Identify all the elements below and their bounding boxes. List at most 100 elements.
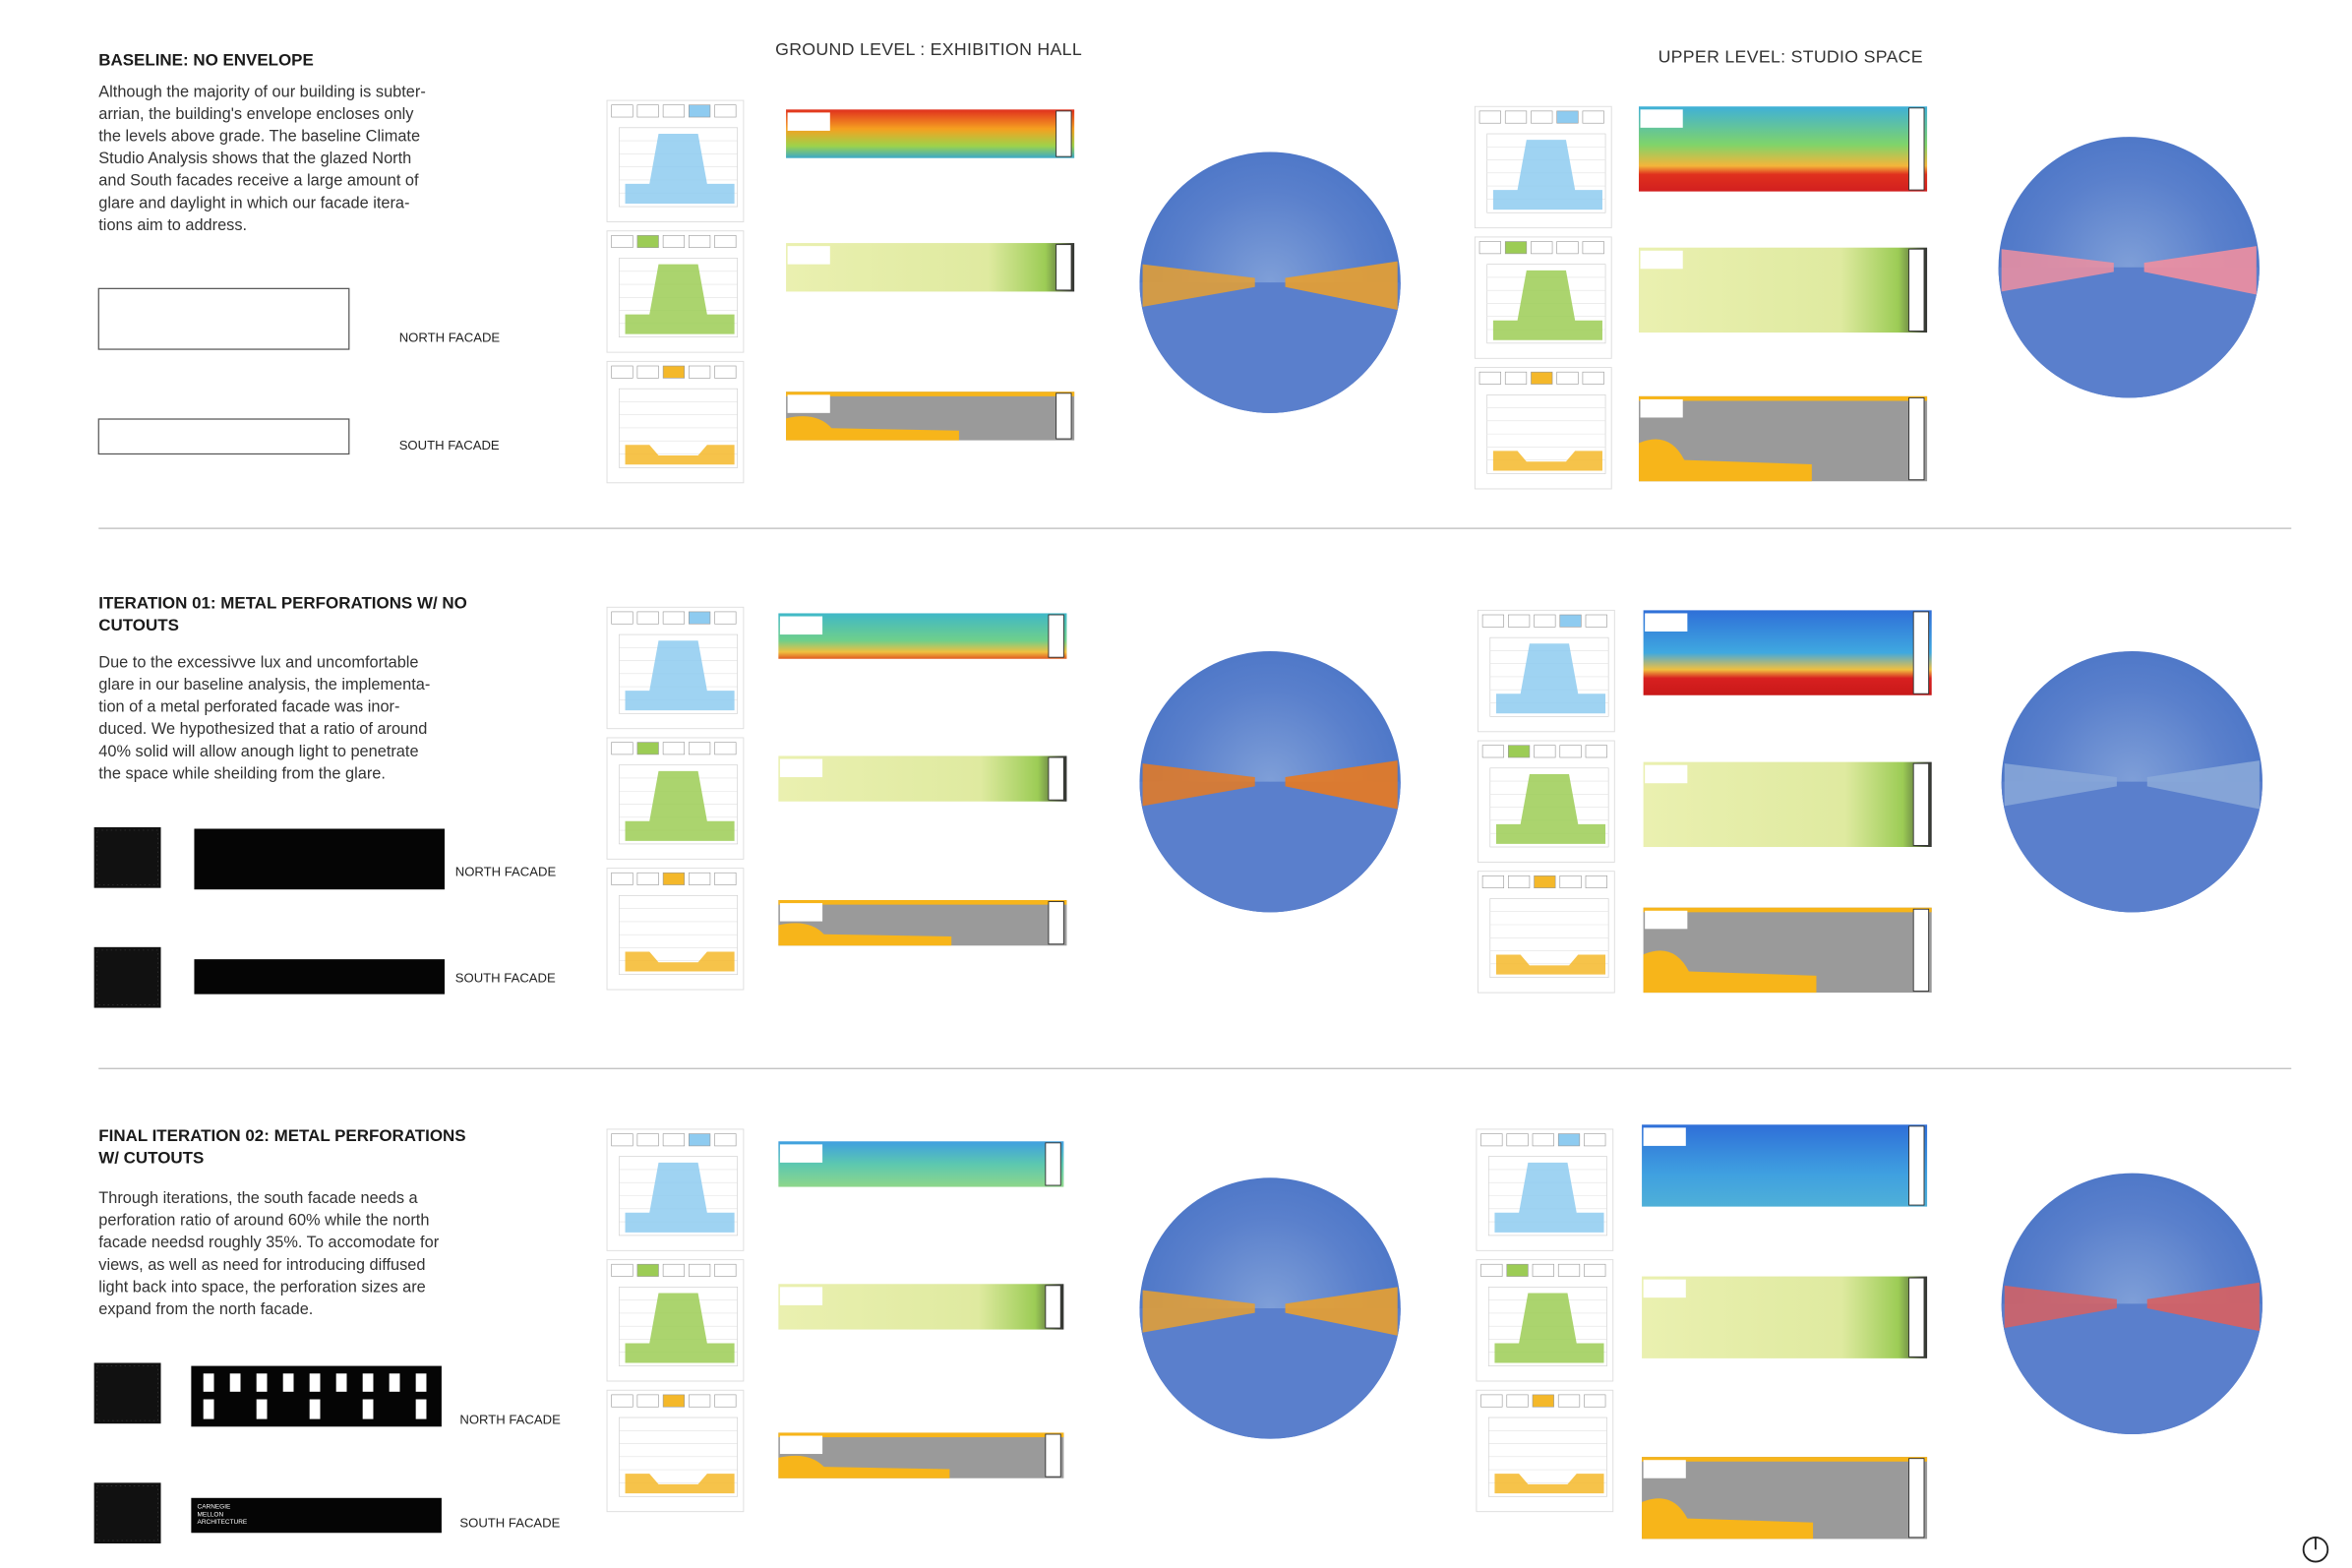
panel-button xyxy=(662,104,686,118)
plot-area xyxy=(1494,1162,1604,1233)
panel-button xyxy=(1504,110,1528,124)
heatmap-scale xyxy=(1045,1285,1061,1329)
heatmap-scale xyxy=(1908,248,1925,332)
perforation-swatch-dots xyxy=(96,949,158,1005)
panel-button xyxy=(1582,241,1604,255)
panel-button xyxy=(1584,1133,1606,1147)
section-body: views, as well as need for introducing d… xyxy=(98,1256,425,1274)
panel-button xyxy=(1532,1263,1554,1277)
section-body: facade needsd roughly 35%. To accomodate… xyxy=(98,1234,439,1251)
panel-button xyxy=(1508,614,1531,628)
panel-button xyxy=(714,872,737,885)
panel-button xyxy=(611,742,633,755)
fisheye-band xyxy=(2146,1282,2260,1332)
panel-button xyxy=(636,872,659,885)
heatmap-legend xyxy=(1640,109,1683,128)
plot-area xyxy=(1494,1293,1604,1363)
plot-frame xyxy=(619,388,739,468)
panel-button xyxy=(662,235,686,249)
panel-button xyxy=(1481,875,1505,888)
heatmap xyxy=(1643,761,1932,848)
panel-button xyxy=(662,1133,686,1147)
section-body: glare and daylight in which our facade i… xyxy=(98,194,409,211)
facade-cutout xyxy=(229,1373,241,1392)
section-body: light back into space, the perforation s… xyxy=(98,1278,426,1296)
panel-button xyxy=(1585,875,1607,888)
plot-area xyxy=(1495,954,1606,975)
fisheye-band xyxy=(2004,1285,2117,1329)
fisheye-band xyxy=(1285,1287,1398,1336)
facade-elevation xyxy=(194,959,445,995)
heatmap-scale xyxy=(1912,611,1930,694)
panel-button xyxy=(1559,875,1582,888)
panel-button xyxy=(714,1133,737,1147)
section-body: duced. We hypothesized that a ratio of a… xyxy=(98,720,427,738)
heatmap xyxy=(1638,106,1928,192)
fisheye-band xyxy=(1285,760,1398,810)
heatmap-legend xyxy=(779,1287,823,1305)
facade-label: SOUTH FACADE xyxy=(399,438,500,452)
panel-button xyxy=(636,1133,659,1147)
heatmap xyxy=(778,755,1067,802)
panel-button xyxy=(1481,745,1505,758)
facade-cutout xyxy=(389,1373,400,1392)
panel-button xyxy=(1478,371,1501,385)
panel-button xyxy=(611,872,633,885)
heatmap-patch xyxy=(1642,1498,1814,1539)
panel-button xyxy=(1559,745,1582,758)
fisheye-band xyxy=(1142,1290,1255,1333)
heatmap xyxy=(778,1141,1064,1187)
panel-button xyxy=(662,742,686,755)
logo-text: MELLON xyxy=(198,1511,224,1518)
plot-area xyxy=(625,1474,735,1494)
heatmap-legend xyxy=(1643,1127,1686,1146)
panel-button xyxy=(662,365,686,379)
heatmap-patch xyxy=(1638,439,1812,482)
panel-button xyxy=(1478,241,1501,255)
panel-button xyxy=(1585,614,1607,628)
heatmap-legend xyxy=(1645,764,1688,784)
panel-button xyxy=(1531,241,1553,255)
perforation-swatch xyxy=(93,1362,161,1424)
heatmap xyxy=(1642,1124,1928,1207)
panel-button xyxy=(714,611,737,625)
facade-cutout xyxy=(256,1399,268,1419)
plot-area xyxy=(1495,773,1606,844)
panel-button xyxy=(1532,1394,1554,1408)
panel-button xyxy=(1557,1133,1581,1147)
heatmap-patch xyxy=(1643,950,1817,994)
panel-button xyxy=(1531,110,1553,124)
fisheye-band xyxy=(2001,249,2114,292)
fisheye-band xyxy=(2146,760,2260,810)
fisheye-band xyxy=(1142,763,1255,807)
section-body: and South facades receive a large amount… xyxy=(98,172,419,190)
heatmap-patch xyxy=(1643,907,1932,913)
panel-button xyxy=(1584,1394,1606,1408)
facade-label: SOUTH FACADE xyxy=(459,1515,560,1530)
panel-button xyxy=(662,1263,686,1277)
fisheye-floor xyxy=(1139,781,1401,913)
panel-button xyxy=(1559,614,1582,628)
heatmap-legend xyxy=(779,616,823,635)
plot-area xyxy=(625,1293,735,1363)
panel-button xyxy=(1481,614,1505,628)
section-body: glare in our baseline analysis, the impl… xyxy=(98,676,430,694)
heatmap-scale xyxy=(1048,901,1064,945)
panel-button xyxy=(714,365,737,379)
fisheye-floor xyxy=(1139,1307,1401,1439)
plot-area xyxy=(1495,643,1606,714)
heatmap-patch xyxy=(778,1432,1064,1438)
panel-button xyxy=(714,1263,737,1277)
heatmap-scale xyxy=(1908,1277,1925,1357)
panel-button xyxy=(714,235,737,249)
plot-area xyxy=(1492,451,1602,471)
panel-button xyxy=(689,1394,711,1408)
heatmap-legend xyxy=(779,1435,823,1455)
panel-button xyxy=(611,1394,633,1408)
heatmap-legend xyxy=(779,758,823,778)
panel-button xyxy=(636,365,659,379)
section-body: tions aim to address. xyxy=(98,216,247,234)
section-body: arrian, the building's envelope encloses… xyxy=(98,105,414,123)
panel-button xyxy=(1480,1263,1503,1277)
fisheye-floor xyxy=(2001,781,2262,913)
